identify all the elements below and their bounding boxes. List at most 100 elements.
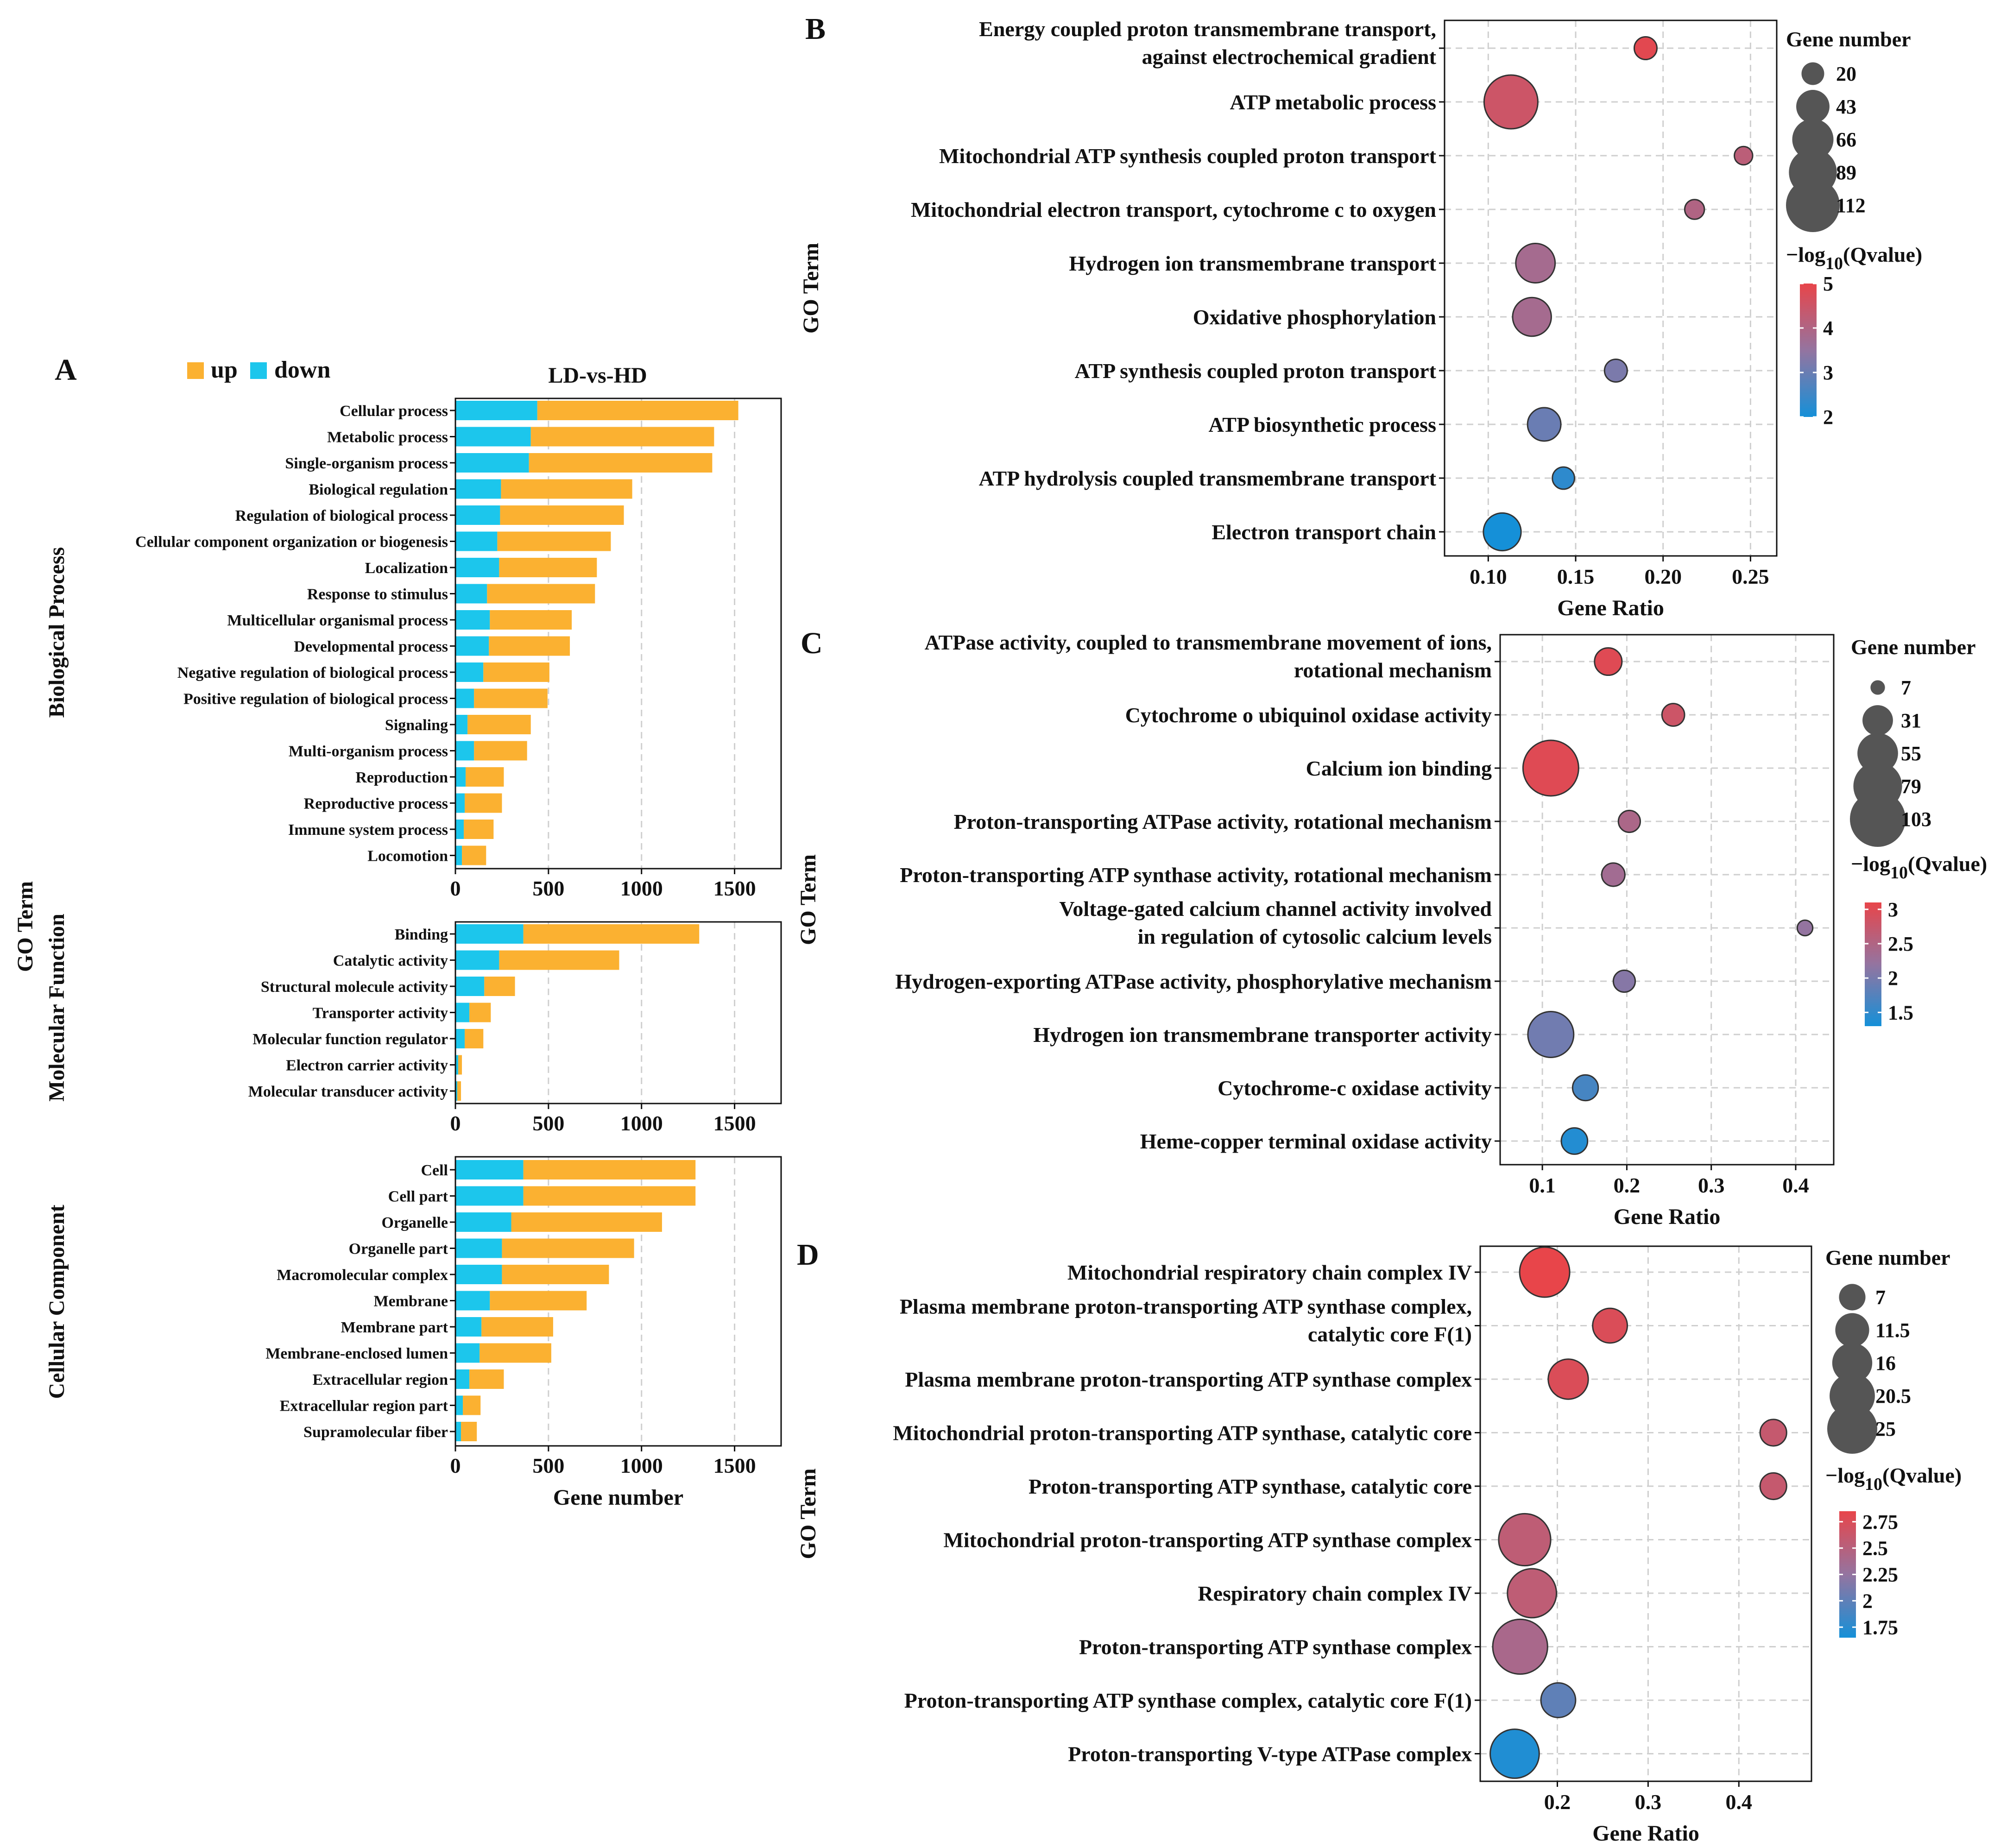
size-legend-value: 89 bbox=[1836, 161, 1856, 184]
term-bubble bbox=[1519, 1246, 1571, 1298]
bar-up bbox=[465, 1029, 484, 1048]
bar-up bbox=[461, 1422, 477, 1441]
term-bubble bbox=[1527, 1011, 1575, 1058]
size-legend-dot bbox=[1835, 1313, 1869, 1347]
colorbar bbox=[1865, 902, 1881, 1026]
bar-group-biological-process: Cellular process Metabolic process Single-… bbox=[44, 397, 782, 900]
y-axis-label: GO Term bbox=[796, 1468, 820, 1559]
size-legend-value: 20 bbox=[1836, 63, 1856, 85]
bar-up bbox=[469, 1003, 491, 1022]
panel-letter-d: D bbox=[797, 1238, 819, 1272]
bar-legend: up down bbox=[187, 357, 330, 383]
term-bubble bbox=[1512, 296, 1552, 337]
size-legend-dot bbox=[1796, 90, 1830, 123]
category-label: Reproduction bbox=[355, 769, 448, 786]
x-tick-label: 1000 bbox=[620, 1454, 663, 1477]
bar-up bbox=[501, 479, 632, 499]
term-bubble bbox=[1483, 74, 1539, 130]
bar-down bbox=[455, 610, 490, 630]
size-legend-value: 20.5 bbox=[1875, 1385, 1911, 1407]
term-bubble bbox=[1483, 512, 1522, 552]
panel-c-bubble-chart: ATPase activity, coupled to transmembran… bbox=[796, 631, 1987, 1229]
term-label: rotational mechanism bbox=[1294, 658, 1492, 682]
bar-up bbox=[523, 1186, 696, 1206]
term-label: Plasma membrane proton-transporting ATP … bbox=[900, 1295, 1472, 1318]
colorbar-tick-label: 1.75 bbox=[1862, 1616, 1898, 1639]
bar-down bbox=[455, 1395, 463, 1415]
size-legend-dot bbox=[1801, 62, 1824, 85]
term-label: Electron transport chain bbox=[1212, 520, 1436, 544]
bar-up bbox=[484, 977, 515, 996]
category-label: Electron carrier activity bbox=[286, 1057, 448, 1074]
category-label: Organelle bbox=[381, 1214, 448, 1231]
legend-down-label: down bbox=[274, 357, 330, 383]
bar-up bbox=[499, 950, 619, 970]
term-label: Hydrogen-exporting ATPase activity, phos… bbox=[895, 970, 1492, 993]
bar-down bbox=[455, 1343, 480, 1363]
category-label: Extracellular region bbox=[313, 1371, 448, 1388]
category-label: Cell part bbox=[388, 1188, 448, 1205]
bar-down bbox=[455, 401, 537, 420]
term-bubble bbox=[1612, 969, 1636, 993]
term-label: Hydrogen ion transmembrane transporter a… bbox=[1033, 1023, 1492, 1047]
bar-up bbox=[467, 715, 531, 734]
size-legend-value: 16 bbox=[1875, 1352, 1896, 1375]
bar-up bbox=[466, 767, 504, 787]
x-tick-label: 1000 bbox=[620, 1111, 663, 1135]
category-label: Binding bbox=[395, 926, 448, 943]
x-tick-label: 1500 bbox=[713, 877, 756, 900]
legend-up-swatch bbox=[187, 362, 204, 379]
term-label: catalytic core F(1) bbox=[1308, 1323, 1472, 1346]
term-bubble bbox=[1507, 1568, 1558, 1619]
panel-a-bar-chart: up down LD-vs-HD GO Term Cellular process Met… bbox=[13, 357, 782, 1510]
term-label: ATP biosynthetic process bbox=[1208, 413, 1436, 436]
panel-b-bubble-chart: Energy coupled proton transmembrane tran… bbox=[799, 17, 1922, 620]
bar-down bbox=[455, 505, 500, 525]
color-legend: −log10(Qvalue) 2.75 2.5 2.25 2 1.75 bbox=[1825, 1463, 1962, 1639]
term-label: Respiratory chain complex IV bbox=[1198, 1582, 1472, 1605]
bar-down bbox=[455, 767, 466, 787]
bar-down bbox=[455, 845, 462, 865]
colorbar-tick-label: 2.5 bbox=[1862, 1537, 1888, 1560]
bar-down bbox=[455, 427, 531, 447]
term-label: Plasma membrane proton-transporting ATP … bbox=[905, 1368, 1472, 1391]
term-label: ATP metabolic process bbox=[1230, 90, 1436, 114]
colorbar-tick-label: 4 bbox=[1823, 317, 1833, 340]
x-axis-label: Gene number bbox=[553, 1485, 683, 1510]
bar-up bbox=[537, 401, 738, 420]
size-legend: Gene number 20 43 66 89 112 bbox=[1786, 27, 1911, 232]
bar-down bbox=[455, 531, 498, 551]
bar-down bbox=[455, 1317, 482, 1337]
color-legend-title: −log10(Qvalue) bbox=[1825, 1463, 1962, 1494]
term-label: ATP synthesis coupled proton transport bbox=[1075, 359, 1437, 383]
bar-up bbox=[489, 636, 570, 656]
term-label: in regulation of cytosolic calcium level… bbox=[1138, 925, 1492, 948]
size-legend-value: 25 bbox=[1875, 1418, 1896, 1440]
category-label: Membrane part bbox=[341, 1319, 448, 1336]
term-bubble bbox=[1796, 919, 1814, 937]
term-label: Hydrogen ion transmembrane transport bbox=[1069, 252, 1436, 275]
plot-frame bbox=[1479, 1245, 1812, 1782]
bar-down bbox=[455, 1029, 465, 1048]
x-tick-label: 0.3 bbox=[1635, 1790, 1662, 1814]
x-axis-label: Gene Ratio bbox=[1592, 1821, 1699, 1846]
category-label: Locomotion bbox=[367, 848, 448, 865]
colorbar-tick-label: 5 bbox=[1823, 272, 1833, 295]
size-legend-dot bbox=[1792, 119, 1834, 160]
bar-down bbox=[455, 584, 487, 604]
bar-up bbox=[481, 1317, 553, 1337]
size-legend-value: 79 bbox=[1901, 775, 1921, 798]
x-tick-label: 0.4 bbox=[1726, 1790, 1753, 1814]
term-bubble bbox=[1661, 703, 1685, 727]
bar-down bbox=[455, 1212, 511, 1232]
category-label: Single-organism process bbox=[285, 455, 448, 472]
chart-title: LD-vs-HD bbox=[548, 363, 647, 388]
term-label: Mitochondrial proton-transporting ATP sy… bbox=[943, 1528, 1472, 1552]
panel-letter-b: B bbox=[805, 12, 826, 46]
size-legend-title: Gene number bbox=[1851, 635, 1976, 659]
term-label: Mitochondrial ATP synthesis coupled prot… bbox=[939, 144, 1437, 168]
category-label: Organelle part bbox=[349, 1241, 448, 1258]
term-bubble bbox=[1498, 1513, 1552, 1567]
bar-up bbox=[523, 924, 700, 944]
term-bubble bbox=[1527, 407, 1562, 442]
